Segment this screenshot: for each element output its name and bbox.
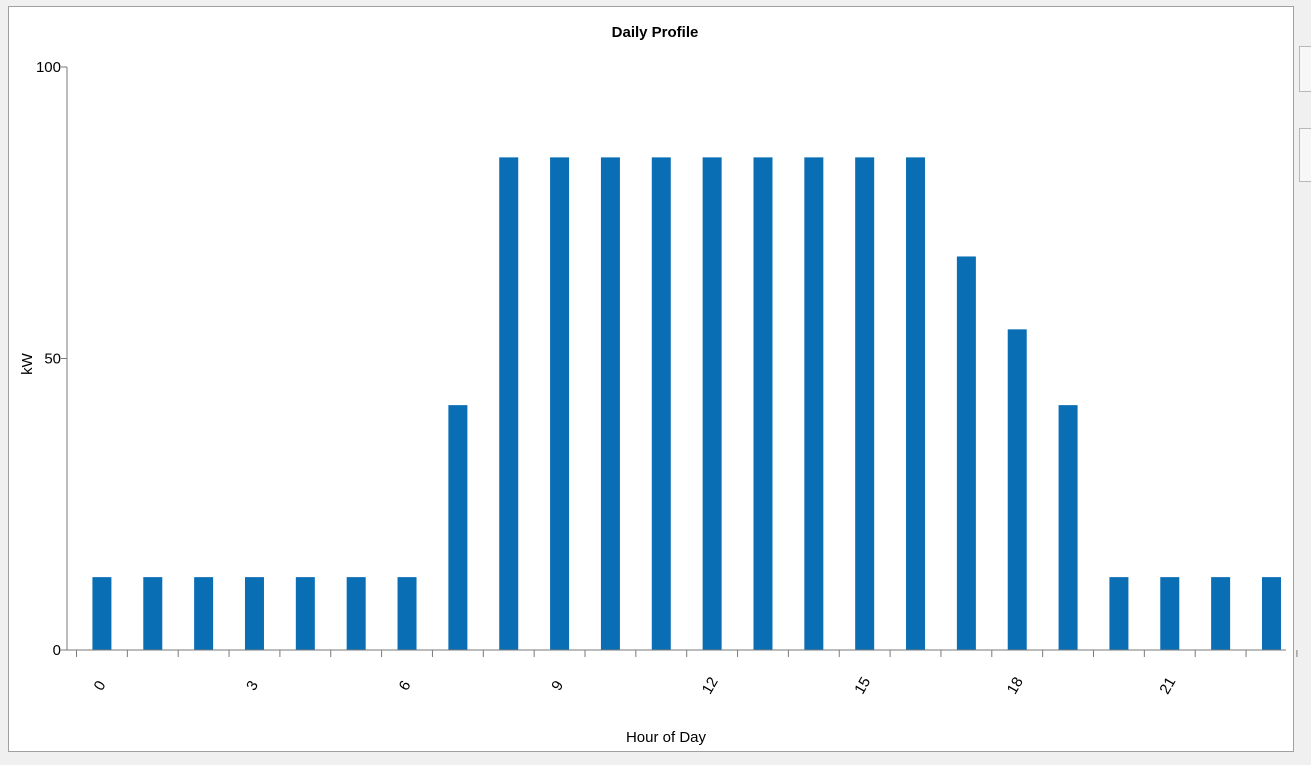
bar-hour-11 <box>651 157 671 650</box>
bar-hour-14 <box>804 157 824 650</box>
bar-hour-4 <box>295 577 315 651</box>
bar-hour-2 <box>194 577 214 651</box>
bar-hour-17 <box>956 256 976 650</box>
chart-title: Daily Profile <box>612 24 699 41</box>
bar-hour-16 <box>906 157 926 650</box>
y-tick-label: 0 <box>53 642 61 659</box>
x-tick-label: 18 <box>1004 674 1027 697</box>
bar-hour-10 <box>600 157 620 650</box>
axes-group: 0 50 100 0 3 6 9 12 15 18 21 <box>36 59 1298 697</box>
bar-hour-15 <box>855 157 875 650</box>
x-tick-label: 3 <box>243 678 262 694</box>
bar-hour-13 <box>753 157 773 650</box>
bar-hour-0 <box>92 577 112 651</box>
chart-panel <box>8 6 1294 752</box>
bar-hour-23 <box>1261 577 1281 651</box>
y-tick-label: 50 <box>44 351 61 368</box>
bar-hour-21 <box>1160 577 1180 651</box>
bar-hour-22 <box>1211 577 1231 651</box>
x-axis-label: Hour of Day <box>626 729 707 746</box>
bar-hour-6 <box>397 577 417 651</box>
bar-hour-19 <box>1058 405 1078 650</box>
x-tick-label: 12 <box>699 674 722 697</box>
bar-hour-9 <box>550 157 570 650</box>
y-tick-label: 100 <box>36 59 61 76</box>
bar-hour-5 <box>346 577 366 651</box>
bar-hour-18 <box>1007 329 1027 650</box>
side-panel-tab[interactable] <box>1299 128 1311 182</box>
bar-hour-20 <box>1109 577 1129 651</box>
x-tick-label: 9 <box>548 678 567 694</box>
bar-hour-12 <box>702 157 722 650</box>
x-tick-label: 0 <box>91 678 110 694</box>
side-panel-tab[interactable] <box>1299 46 1311 92</box>
bar-hour-7 <box>448 405 468 650</box>
x-tick-label: 15 <box>851 674 874 697</box>
x-tick-label: 6 <box>396 678 415 694</box>
y-axis-label: kW <box>19 352 36 375</box>
bar-hour-8 <box>499 157 519 650</box>
bars-group <box>92 157 1281 651</box>
bar-hour-1 <box>143 577 163 651</box>
x-tick-label: 21 <box>1156 674 1179 697</box>
bar-hour-3 <box>244 577 264 651</box>
